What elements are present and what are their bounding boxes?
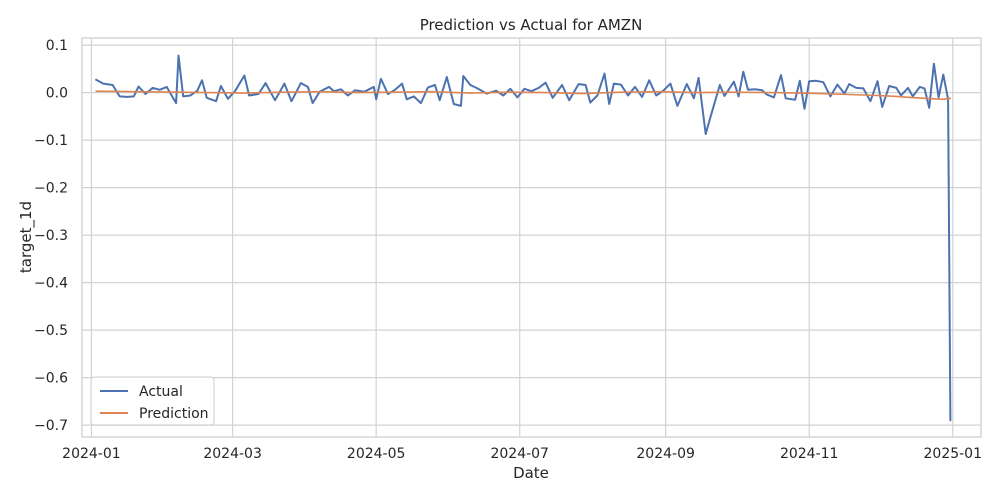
x-axis-title: Date — [513, 464, 549, 482]
legend-label-actual: Actual — [139, 384, 183, 400]
legend-label-prediction: Prediction — [139, 406, 209, 422]
y-axis-title: target_1d — [17, 201, 36, 273]
y-tick-label: −0.6 — [34, 371, 68, 387]
x-tick-label: 2024-09 — [636, 446, 695, 462]
x-tick-label: 2024-11 — [780, 446, 839, 462]
y-tick-label: −0.4 — [34, 276, 68, 292]
plot-area: 0.1 0.0 −0.1 −0.2 −0.3 −0.4 −0.5 −0.6 −0.7 2024-0… — [34, 37, 983, 462]
legend: Actual Prediction — [90, 376, 215, 426]
series-line-actual — [95, 54, 952, 422]
grid — [82, 38, 981, 437]
y-tick-label: −0.2 — [34, 181, 68, 197]
series-line-prediction — [95, 90, 952, 101]
x-tick-label: 2024-07 — [490, 446, 549, 462]
plot-frame — [81, 37, 982, 438]
y-tick-label: −0.1 — [34, 133, 68, 149]
y-tick-label: −0.7 — [34, 418, 68, 434]
x-tick-label: 2024-03 — [203, 446, 262, 462]
y-tick-label: −0.5 — [34, 323, 68, 339]
y-tick-label: 0.0 — [46, 86, 68, 102]
x-tick-label: 2024-05 — [347, 446, 406, 462]
x-tick-label: 2024-01 — [62, 446, 121, 462]
chart-title: Prediction vs Actual for AMZN — [420, 16, 643, 34]
y-tick-label: −0.3 — [34, 228, 68, 244]
x-tick-label: 2025-01 — [924, 446, 983, 462]
y-tick-label: 0.1 — [46, 38, 68, 54]
